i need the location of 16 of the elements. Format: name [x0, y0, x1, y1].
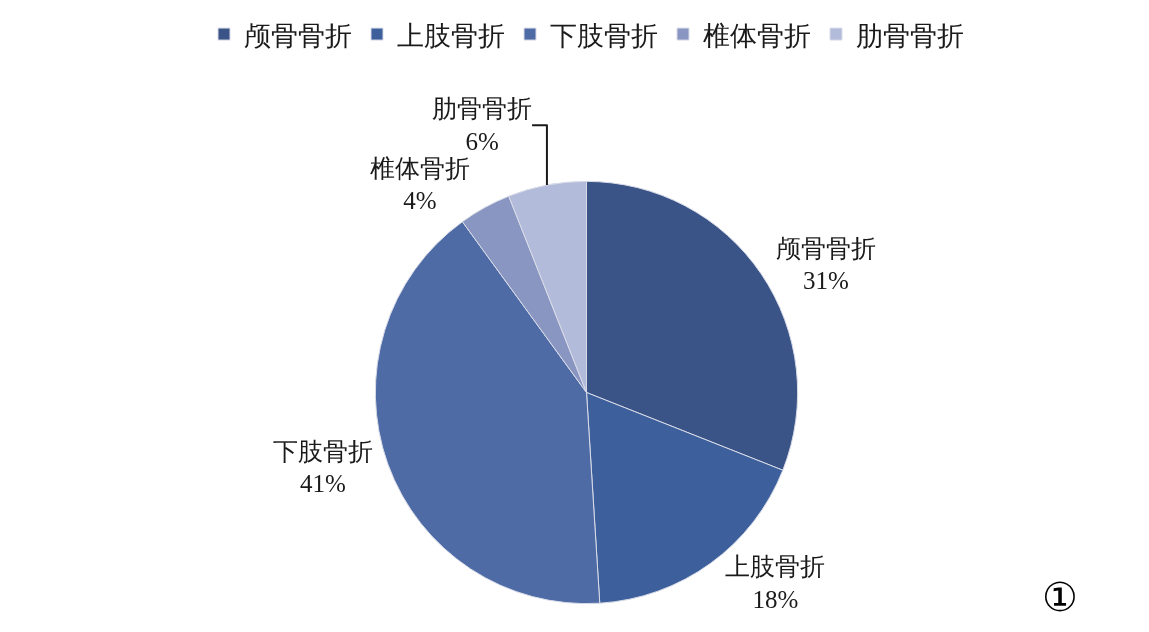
data-label: 6%: [465, 127, 499, 155]
data-label: 41%: [300, 470, 346, 498]
slice-label: 上肢骨折: [725, 553, 826, 581]
legend-label: 颅骨骨折: [244, 20, 352, 51]
slice-label: 颅骨骨折: [776, 234, 876, 262]
data-label: 4%: [403, 187, 437, 215]
slice-label: 椎体骨折: [369, 154, 470, 182]
slice-label: 下肢骨折: [272, 437, 373, 465]
data-label: 31%: [803, 267, 849, 295]
slice-label: 肋骨骨折: [432, 95, 533, 123]
legend-label: 肋骨骨折: [856, 20, 964, 51]
data-label: 18%: [752, 585, 799, 613]
legend-label: 椎体骨折: [703, 20, 811, 51]
legend-label: 上肢骨折: [397, 20, 505, 51]
legend-label: 下肢骨折: [550, 20, 658, 51]
text: ①: [1042, 574, 1078, 620]
